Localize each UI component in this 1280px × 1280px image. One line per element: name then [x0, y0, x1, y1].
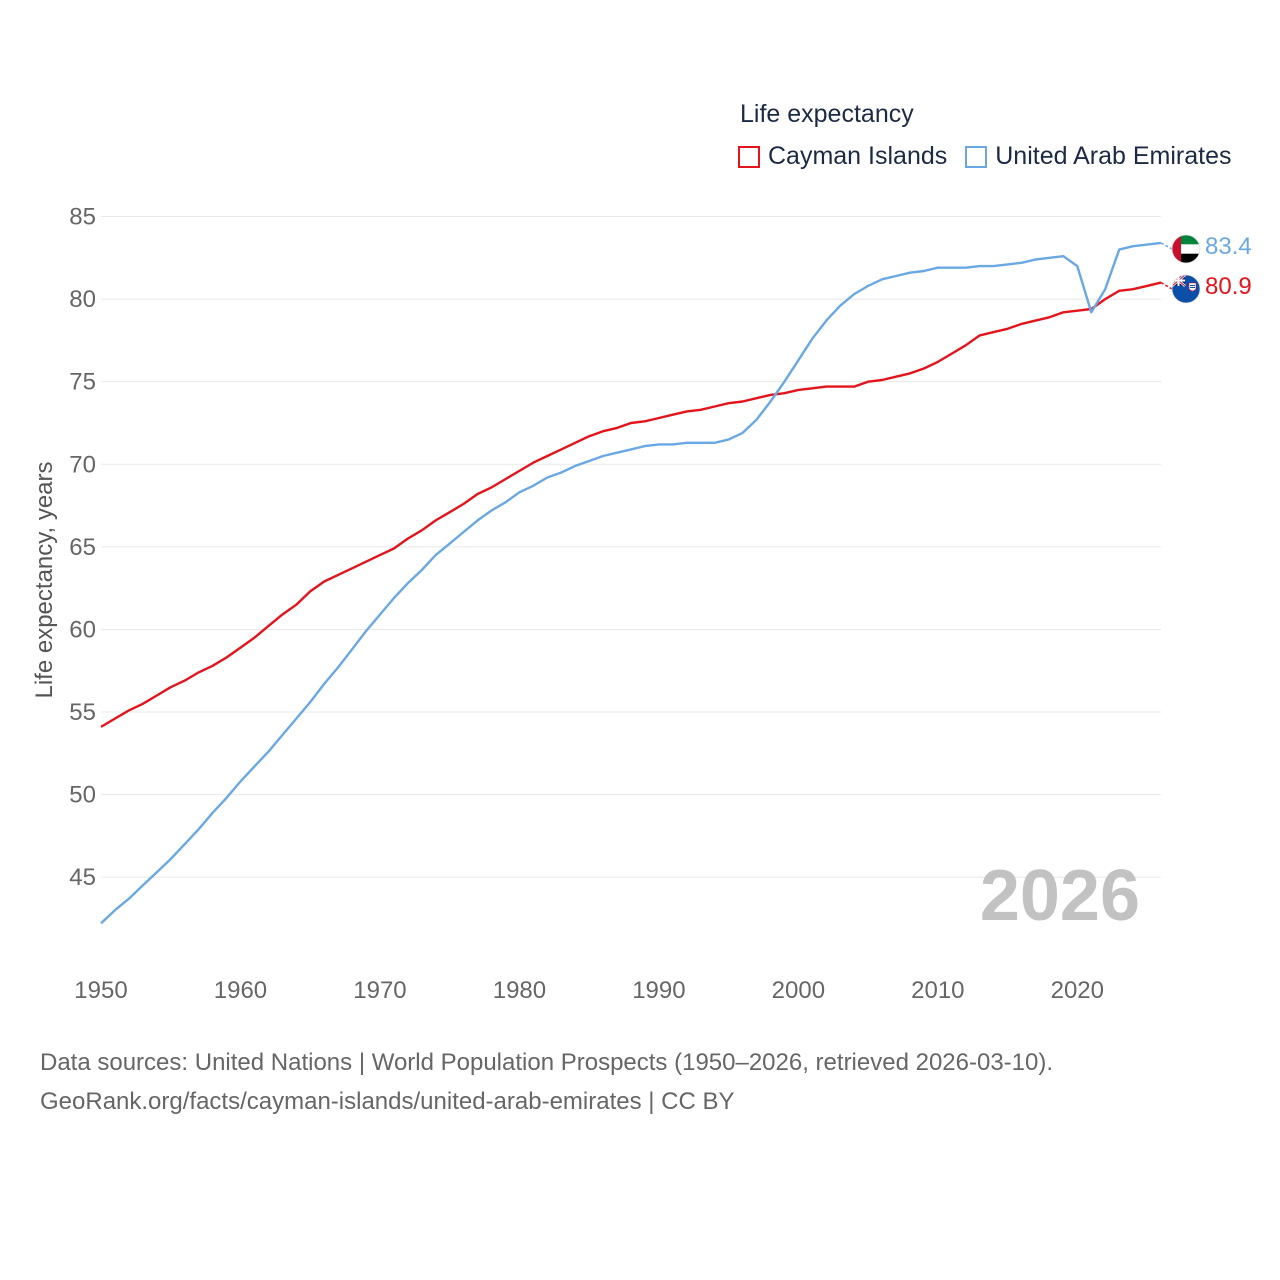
x-tick-label-2010: 2010 [911, 977, 964, 1004]
y-tick-label-75: 75 [69, 369, 96, 396]
x-tick-label-1990: 1990 [632, 977, 685, 1004]
x-tick-label-1970: 1970 [353, 977, 406, 1004]
y-axis-title: Life expectancy, years [31, 461, 58, 698]
legend-swatch-cayman-islands [738, 145, 760, 168]
series-line-united-arab-emirates[interactable] [100, 241, 1162, 925]
legend: Cayman Islands United Arab Emirates [738, 142, 1249, 171]
y-tick-label-85: 85 [69, 204, 96, 231]
year-watermark: 2026 [980, 856, 1140, 936]
series-layer [100, 241, 1173, 925]
legend-item-united-arab-emirates[interactable]: United Arab Emirates [965, 142, 1231, 171]
uae-flag-icon [1172, 235, 1200, 263]
legend-label-cayman-islands: Cayman Islands [768, 142, 948, 170]
y-tick-label-55: 55 [69, 699, 96, 726]
y-tick-label-60: 60 [69, 616, 96, 643]
y-tick-label-50: 50 [69, 782, 96, 809]
grid-layer [101, 216, 1161, 878]
x-tick-label-1980: 1980 [493, 977, 546, 1004]
end-connector-cayman-islands [1160, 281, 1173, 290]
end-label-united-arab-emirates: 83.4 [1205, 233, 1252, 260]
source-line-data: Data sources: United Nations | World Pop… [40, 1049, 1054, 1076]
end-label-cayman-islands: 80.9 [1205, 273, 1252, 300]
x-tick-label-1950: 1950 [74, 977, 127, 1004]
y-tick-label-80: 80 [69, 286, 96, 313]
y-tick-label-45: 45 [69, 864, 96, 891]
source-line-link[interactable]: GeoRank.org/facts/cayman-islands/united-… [40, 1088, 735, 1115]
life-expectancy-chart: 45 50 55 60 65 70 75 80 85 1950 1960 1970 1980 1990 2… [31, 204, 1252, 1004]
legend-item-cayman-islands[interactable]: Cayman Islands [738, 142, 947, 171]
x-tick-label-1960: 1960 [214, 977, 267, 1004]
y-tick-label-65: 65 [69, 534, 96, 561]
x-axis-ticks: 1950 1960 1970 1980 1990 2000 2010 2020 [74, 977, 1104, 1004]
legend-swatch-united-arab-emirates [965, 145, 988, 168]
end-connector-united-arab-emirates [1160, 242, 1173, 250]
legend-title: Life expectancy [740, 100, 914, 128]
series-line-cayman-islands[interactable] [100, 281, 1162, 728]
source-note: Data sources: United Nations | World Pop… [40, 1043, 1053, 1121]
y-axis-ticks: 45 50 55 60 65 70 75 80 85 [69, 204, 96, 892]
y-tick-label-70: 70 [69, 451, 96, 478]
x-tick-label-2000: 2000 [772, 977, 825, 1004]
x-tick-label-2020: 2020 [1051, 977, 1104, 1004]
legend-label-united-arab-emirates: United Arab Emirates [995, 142, 1232, 170]
